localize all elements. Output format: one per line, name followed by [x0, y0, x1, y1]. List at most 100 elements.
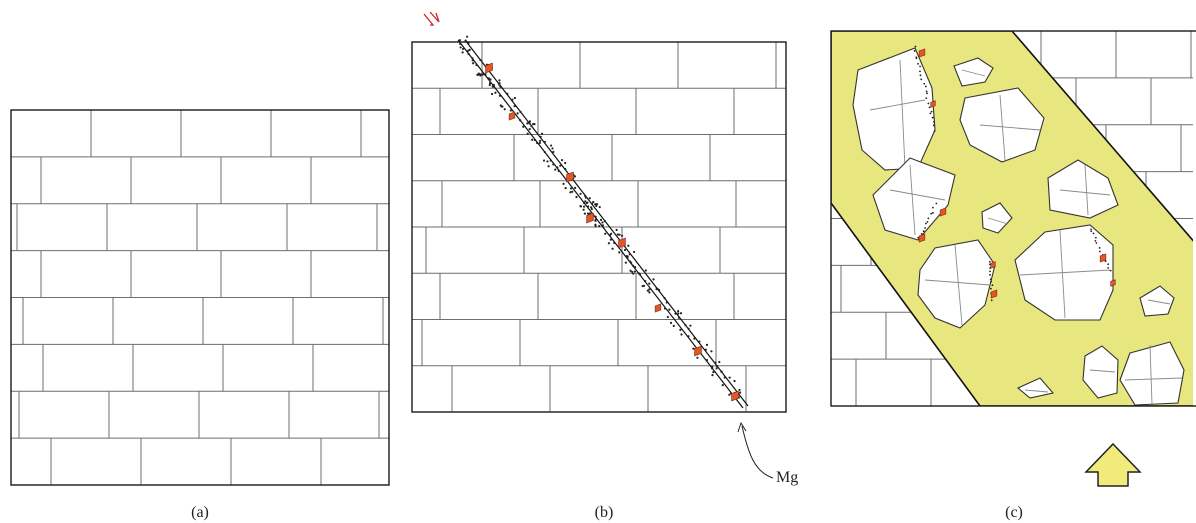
gouge-dot: [616, 233, 619, 236]
gouge-dot: [489, 78, 492, 81]
rim-dot: [923, 82, 926, 85]
rim-dot: [1090, 230, 1093, 233]
mineral-crystal: [731, 390, 739, 402]
compression-arrow-icon: [1084, 442, 1142, 487]
gouge-dot: [579, 192, 582, 195]
gouge-dot: [552, 150, 555, 153]
shear-line-upper: [457, 39, 744, 409]
gouge-dot: [658, 288, 661, 292]
rim-dot: [989, 260, 991, 263]
gouge-dot: [642, 284, 646, 287]
gouge-dot: [526, 122, 529, 125]
gouge-dot: [551, 147, 554, 150]
gouge-dot: [550, 144, 553, 147]
gouge-dot: [471, 57, 474, 60]
gouge-dot: [531, 138, 534, 141]
gouge-dot: [542, 159, 546, 162]
gouge-dot: [628, 260, 632, 263]
gouge-dot: [582, 205, 586, 208]
gouge-dot: [587, 205, 590, 208]
mg-pointer-arrow: [741, 425, 774, 479]
gouge-dot: [467, 52, 470, 56]
rim-dot: [935, 202, 938, 205]
gouge-dot: [519, 119, 522, 122]
panel-c-frame: [830, 30, 1196, 407]
gouge-dot: [490, 92, 494, 96]
gouge-dot: [594, 223, 597, 226]
gouge-dot: [620, 234, 624, 237]
rim-dot: [927, 102, 930, 105]
gouge-dot: [718, 360, 721, 364]
mineral-crystal: [654, 303, 662, 313]
rim-dot: [922, 230, 925, 233]
panel-a-label: (a): [191, 504, 209, 521]
gouge-dot: [562, 182, 565, 185]
mineral-crystal: [990, 289, 998, 299]
gouge-dot: [595, 204, 598, 207]
rim-dot: [920, 78, 923, 81]
rim-dot: [1104, 260, 1107, 262]
gouge-dot: [583, 212, 586, 215]
gouge-dot: [601, 221, 604, 224]
breccia-clast: [1016, 377, 1055, 399]
clast-fracture: [987, 217, 1009, 225]
gouge-dot: [631, 264, 635, 267]
rim-dot: [1092, 232, 1095, 235]
gouge-dot: [644, 280, 647, 283]
gouge-dot: [633, 265, 637, 269]
mineral-crystal: [918, 48, 926, 58]
gouge-dot: [652, 278, 655, 281]
rim-dot: [929, 112, 932, 115]
rim-dot: [928, 106, 931, 109]
gouge-dot: [610, 232, 613, 235]
gouge-dot: [623, 248, 627, 252]
mineral-crystal: [918, 233, 926, 243]
rim-dot: [933, 130, 936, 133]
gouge-dot: [513, 105, 516, 108]
mg-arrowhead-icon: [737, 421, 747, 433]
rim-dot: [930, 110, 933, 113]
gouge-dot: [528, 122, 531, 125]
gouge-dot: [611, 247, 614, 250]
gouge-dot: [590, 208, 593, 211]
rim-dot: [925, 90, 928, 93]
gouge-dot: [711, 374, 714, 377]
mineral-crystal: [1110, 279, 1116, 287]
gouge-dot: [509, 109, 512, 112]
gouge-dot: [498, 79, 501, 82]
gouge-dot: [564, 187, 567, 190]
gouge-dot: [543, 140, 547, 144]
gouge-dot: [466, 35, 469, 38]
gouge-dot: [715, 367, 718, 370]
rim-dot: [1094, 236, 1097, 239]
breccia-clast: [981, 202, 1013, 234]
rim-dot: [927, 217, 930, 220]
gouge-dot: [592, 200, 595, 204]
gouge-dot: [720, 370, 723, 373]
rim-dot: [914, 45, 917, 48]
gouge-dot: [715, 365, 719, 368]
gouge-dot: [569, 187, 573, 190]
gouge-dot: [516, 112, 519, 115]
rim-dot: [932, 124, 935, 127]
clast-fracture: [979, 124, 1041, 131]
gouge-dot: [554, 168, 557, 171]
gouge-dot: [680, 333, 683, 336]
gouge-dot: [472, 62, 475, 65]
panel-b: Mg (b): [411, 11, 798, 521]
rim-dot: [915, 57, 918, 60]
gouge-dot: [618, 233, 621, 236]
gouge-dot: [584, 200, 587, 203]
gouge-dot: [728, 376, 731, 379]
gouge-dot: [599, 218, 603, 221]
gouge-dot: [624, 261, 627, 264]
gouge-dot: [557, 169, 560, 172]
breccia-clast: [1047, 159, 1119, 219]
gouge-dot: [464, 39, 467, 42]
gouge-dot: [528, 120, 532, 123]
gouge-dot: [467, 42, 470, 45]
gouge-dot: [467, 49, 470, 52]
gouge-dot: [511, 98, 514, 101]
gouge-dot: [494, 91, 497, 94]
shear-sense-icon: [423, 11, 440, 26]
